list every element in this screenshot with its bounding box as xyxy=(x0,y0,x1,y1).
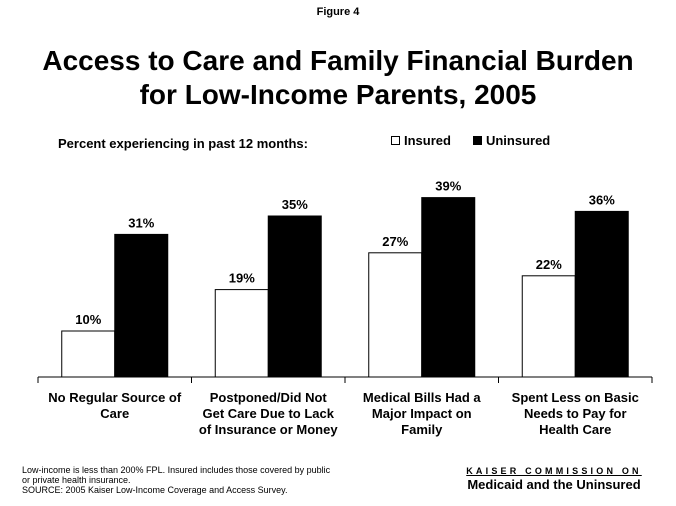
category-label-line: No Regular Source of xyxy=(48,390,182,405)
bar-insured-3 xyxy=(368,252,423,378)
bar-uninsured-3 xyxy=(421,197,476,378)
value-label-uninsured-2: 35% xyxy=(282,197,308,212)
value-label-insured-2: 19% xyxy=(229,271,255,286)
category-label-3: Medical Bills Had a Major Impact on Family xyxy=(347,390,497,438)
figure-label: Figure 4 xyxy=(316,6,360,18)
footnote-line-3: SOURCE: 2005 Kaiser Low-Income Coverage … xyxy=(22,485,288,495)
chart-title-line-2: for Low-Income Parents, 2005 xyxy=(139,79,537,110)
legend-item-insured: Insured xyxy=(391,133,451,148)
category-label-line: Needs to Pay for xyxy=(523,406,627,421)
legend: Insured Uninsured xyxy=(391,133,550,148)
category-label-line: Get Care Due to Lack xyxy=(202,406,335,421)
category-label-line: Postponed/Did Not xyxy=(209,390,327,405)
chart-title: Access to Care and Family Financial Burd… xyxy=(0,44,676,112)
value-label-insured-1: 10% xyxy=(75,312,101,327)
legend-label-uninsured: Uninsured xyxy=(485,133,551,148)
value-label-insured-3: 27% xyxy=(382,234,408,249)
chart-title-line-1: Access to Care and Family Financial Burd… xyxy=(42,45,634,76)
bar-insured-2 xyxy=(214,289,269,378)
category-label-line: Health Care xyxy=(539,422,612,437)
bar-uninsured-4 xyxy=(574,210,629,378)
bar-uninsured-2 xyxy=(267,215,322,378)
category-label-line: Care xyxy=(100,406,130,421)
legend-swatch-uninsured xyxy=(472,136,482,145)
kaiser-logo: KAISER COMMISSION ON Medicaid and the Un… xyxy=(449,466,659,492)
category-label-4: Spent Less on Basic Needs to Pay for Healt… xyxy=(500,390,650,438)
category-label-1: No Regular Source of Care xyxy=(40,390,190,422)
legend-swatch-insured xyxy=(391,136,400,145)
category-label-line: of Insurance or Money xyxy=(198,422,338,437)
category-label-line: Family xyxy=(401,422,443,437)
category-label-line: Medical Bills Had a xyxy=(362,390,481,405)
footnote: Low-income is less than 200% FPL. Insure… xyxy=(22,465,442,495)
logo-line-1: KAISER COMMISSION ON xyxy=(466,466,642,476)
legend-label-insured: Insured xyxy=(404,133,451,148)
value-label-uninsured-4: 36% xyxy=(589,192,615,207)
bar-uninsured-1 xyxy=(114,233,169,378)
value-label-uninsured-1: 31% xyxy=(128,215,154,230)
category-label-line: Spent Less on Basic xyxy=(511,390,639,405)
value-label-insured-4: 22% xyxy=(536,257,562,272)
category-label-2: Postponed/Did Not Get Care Due to Lack of … xyxy=(193,390,343,438)
footnote-line-2: or private health insurance. xyxy=(22,475,131,485)
bar-insured-4 xyxy=(521,275,576,378)
chart-subtitle: Percent experiencing in past 12 months: xyxy=(58,136,308,151)
value-label-uninsured-3: 39% xyxy=(435,179,461,194)
category-label-line: Major Impact on xyxy=(371,406,472,421)
bar-insured-1 xyxy=(61,330,116,378)
footnote-line-1: Low-income is less than 200% FPL. Insure… xyxy=(22,465,331,475)
legend-item-uninsured: Uninsured xyxy=(472,133,551,148)
logo-line-2: Medicaid and the Uninsured xyxy=(467,477,641,492)
